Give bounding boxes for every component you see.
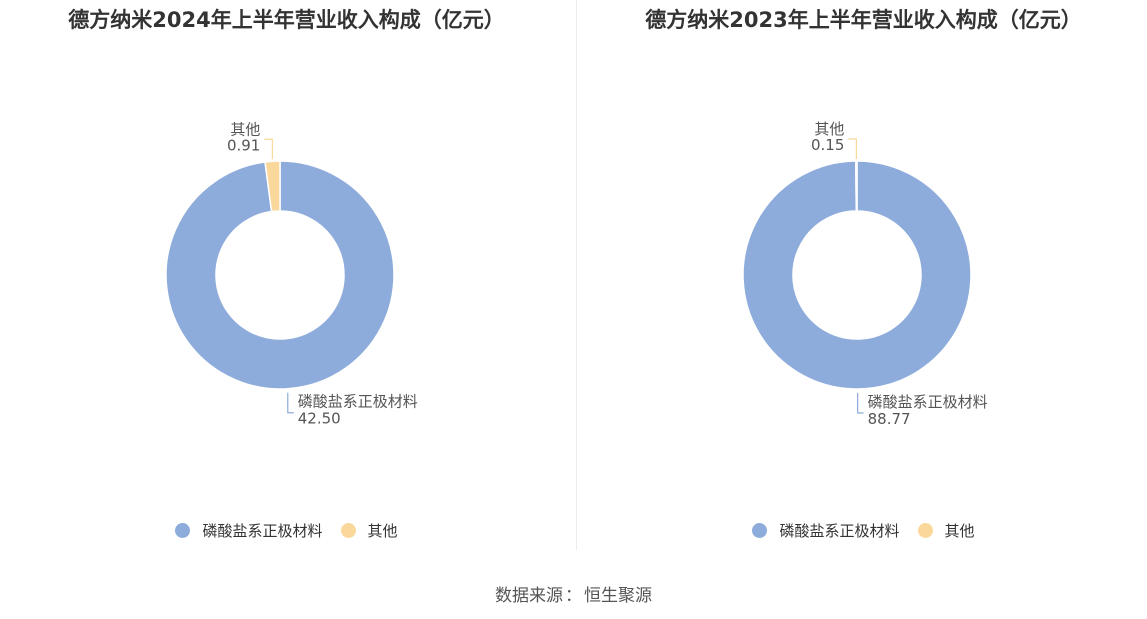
slice-other[interactable] bbox=[855, 160, 858, 212]
legend-item-phosphate-2024[interactable]: 磷酸盐系正极材料 bbox=[175, 520, 323, 541]
legend-label-other: 其他 bbox=[944, 522, 975, 540]
slice-phosphate[interactable] bbox=[165, 160, 395, 390]
slice-phosphate[interactable] bbox=[742, 160, 972, 390]
data-source: 数据来源：恒生聚源 bbox=[0, 581, 1147, 606]
legend-dot-other bbox=[340, 523, 356, 538]
chart-panel-2024: 德方纳米2024年上半年营业收入构成（亿元） 磷酸盐系正极材料 42.50 其他 0.… bbox=[0, 0, 573, 560]
legend-dot-other bbox=[917, 523, 933, 538]
legend-2023: 磷酸盐系正极材料 其他 bbox=[577, 520, 1147, 541]
data-label-phosphate-value: 88.77 bbox=[868, 410, 911, 428]
data-label-other-name: 其他 bbox=[814, 120, 844, 138]
data-label-other-value: 0.91 bbox=[227, 136, 260, 154]
source-value: 恒生聚源 bbox=[584, 586, 652, 606]
leader-line-other bbox=[848, 138, 857, 160]
chart-panel-2023: 德方纳米2023年上半年营业收入构成（亿元） 磷酸盐系正极材料 88.77 其他 0.… bbox=[577, 0, 1147, 560]
leader-line-other bbox=[264, 138, 273, 160]
leader-line-phosphate bbox=[287, 392, 294, 414]
data-label-other-name: 其他 bbox=[230, 120, 260, 138]
data-label-phosphate-name: 磷酸盐系正极材料 bbox=[298, 393, 418, 411]
legend-2024: 磷酸盐系正极材料 其他 bbox=[0, 520, 573, 541]
legend-label-other: 其他 bbox=[367, 522, 398, 540]
legend-label-phosphate: 磷酸盐系正极材料 bbox=[779, 522, 900, 540]
legend-item-other-2024[interactable]: 其他 bbox=[340, 520, 398, 541]
chart-title-2023: 德方纳米2023年上半年营业收入构成（亿元） bbox=[645, 8, 1082, 32]
legend-label-phosphate: 磷酸盐系正极材料 bbox=[202, 522, 323, 540]
slice-other[interactable] bbox=[264, 160, 281, 213]
legend-item-phosphate-2023[interactable]: 磷酸盐系正极材料 bbox=[752, 520, 900, 541]
chart-title-2024: 德方纳米2024年上半年营业收入构成（亿元） bbox=[68, 8, 505, 32]
legend-dot-phosphate bbox=[752, 523, 768, 538]
source-separator: ： bbox=[565, 586, 582, 606]
panel-divider bbox=[576, 0, 577, 550]
source-label: 数据来源 bbox=[495, 586, 563, 606]
data-label-other-value: 0.15 bbox=[811, 136, 844, 154]
leader-line-phosphate bbox=[857, 392, 864, 414]
legend-item-other-2023[interactable]: 其他 bbox=[917, 520, 975, 541]
legend-dot-phosphate bbox=[175, 523, 191, 538]
data-label-phosphate-value: 42.50 bbox=[298, 410, 341, 428]
data-label-phosphate-name: 磷酸盐系正极材料 bbox=[868, 393, 988, 411]
